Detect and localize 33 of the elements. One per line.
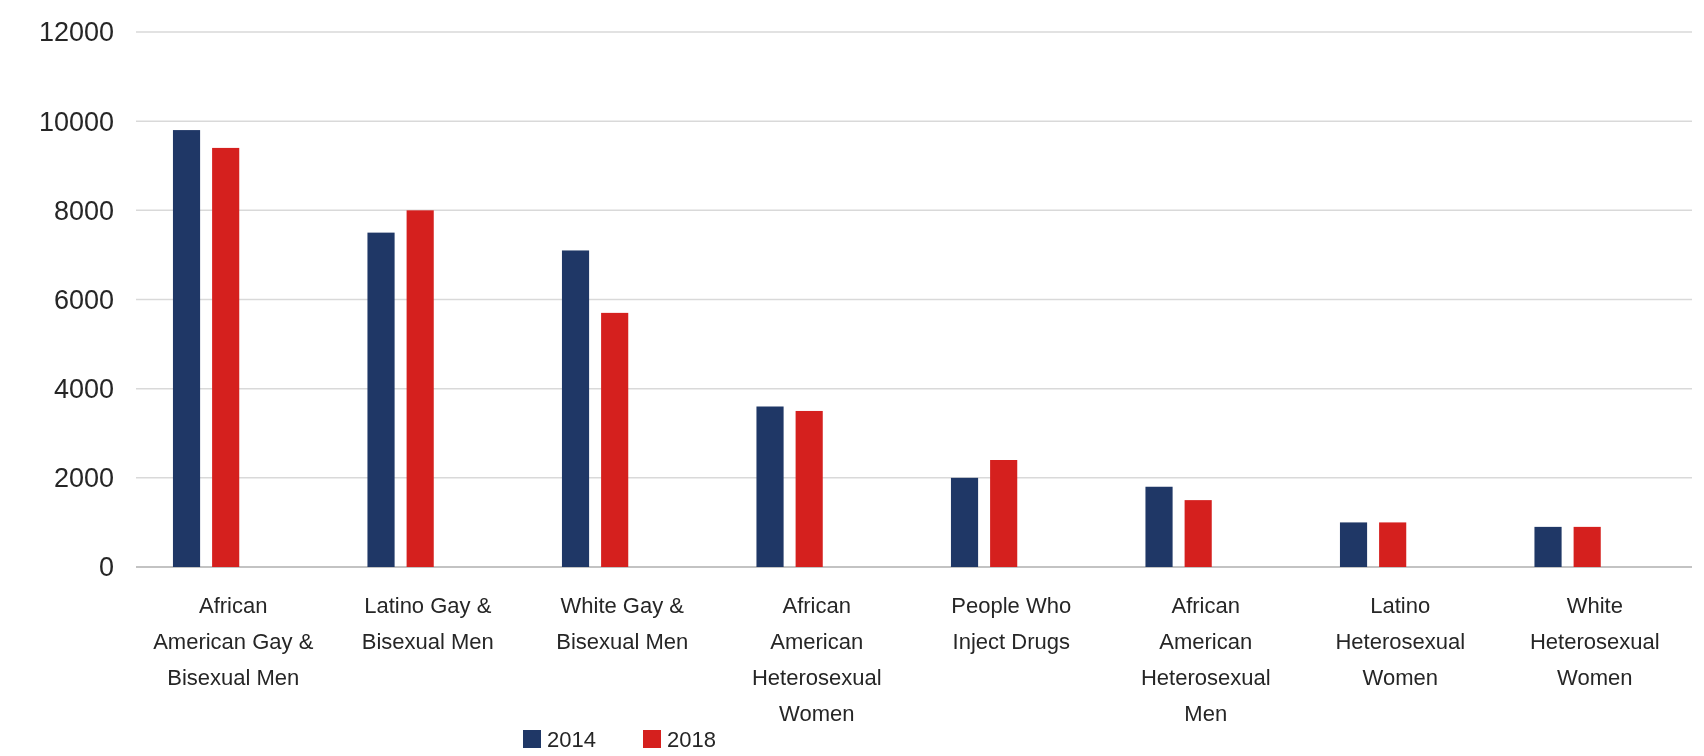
x-tick-label: African American Heterosexual Women [751, 593, 882, 726]
bar [1573, 526, 1601, 567]
bar [1184, 500, 1212, 567]
bar [1534, 526, 1562, 567]
bar [795, 410, 823, 567]
y-tick-label: 0 [98, 552, 114, 583]
legend-label: 2014 [547, 727, 596, 752]
bar [406, 210, 434, 567]
y-tick-label: 12000 [38, 17, 114, 48]
bar [990, 460, 1018, 567]
bar [601, 312, 629, 567]
y-tick-label: 8000 [53, 195, 114, 226]
y-tick-label: 6000 [53, 284, 114, 315]
x-tick-label: Latino Heterosexual Women [1335, 593, 1466, 690]
x-tick-label: Latino Gay & Bisexual Men [361, 593, 494, 654]
y-tick-label: 4000 [53, 374, 114, 405]
x-tick-label: African American Gay & Bisexual Men [153, 593, 314, 690]
bar [950, 477, 979, 567]
bar [1145, 486, 1173, 567]
bar [212, 147, 240, 567]
bar [172, 130, 201, 567]
y-tick-label: 2000 [53, 463, 114, 494]
y-tick-label: 10000 [38, 106, 114, 137]
bar [561, 250, 590, 567]
x-tick-label: African American Heterosexual Men [1140, 593, 1271, 726]
bar [367, 232, 395, 567]
x-tick-label: White Gay & Bisexual Men [556, 593, 689, 654]
x-tick-label: People Who Inject Drugs [951, 593, 1072, 654]
x-tick-label: White Heterosexual Women [1529, 593, 1660, 690]
bar [756, 406, 784, 567]
bar [1379, 522, 1407, 567]
bar [1339, 522, 1368, 567]
legend-label: 2018 [667, 727, 716, 752]
